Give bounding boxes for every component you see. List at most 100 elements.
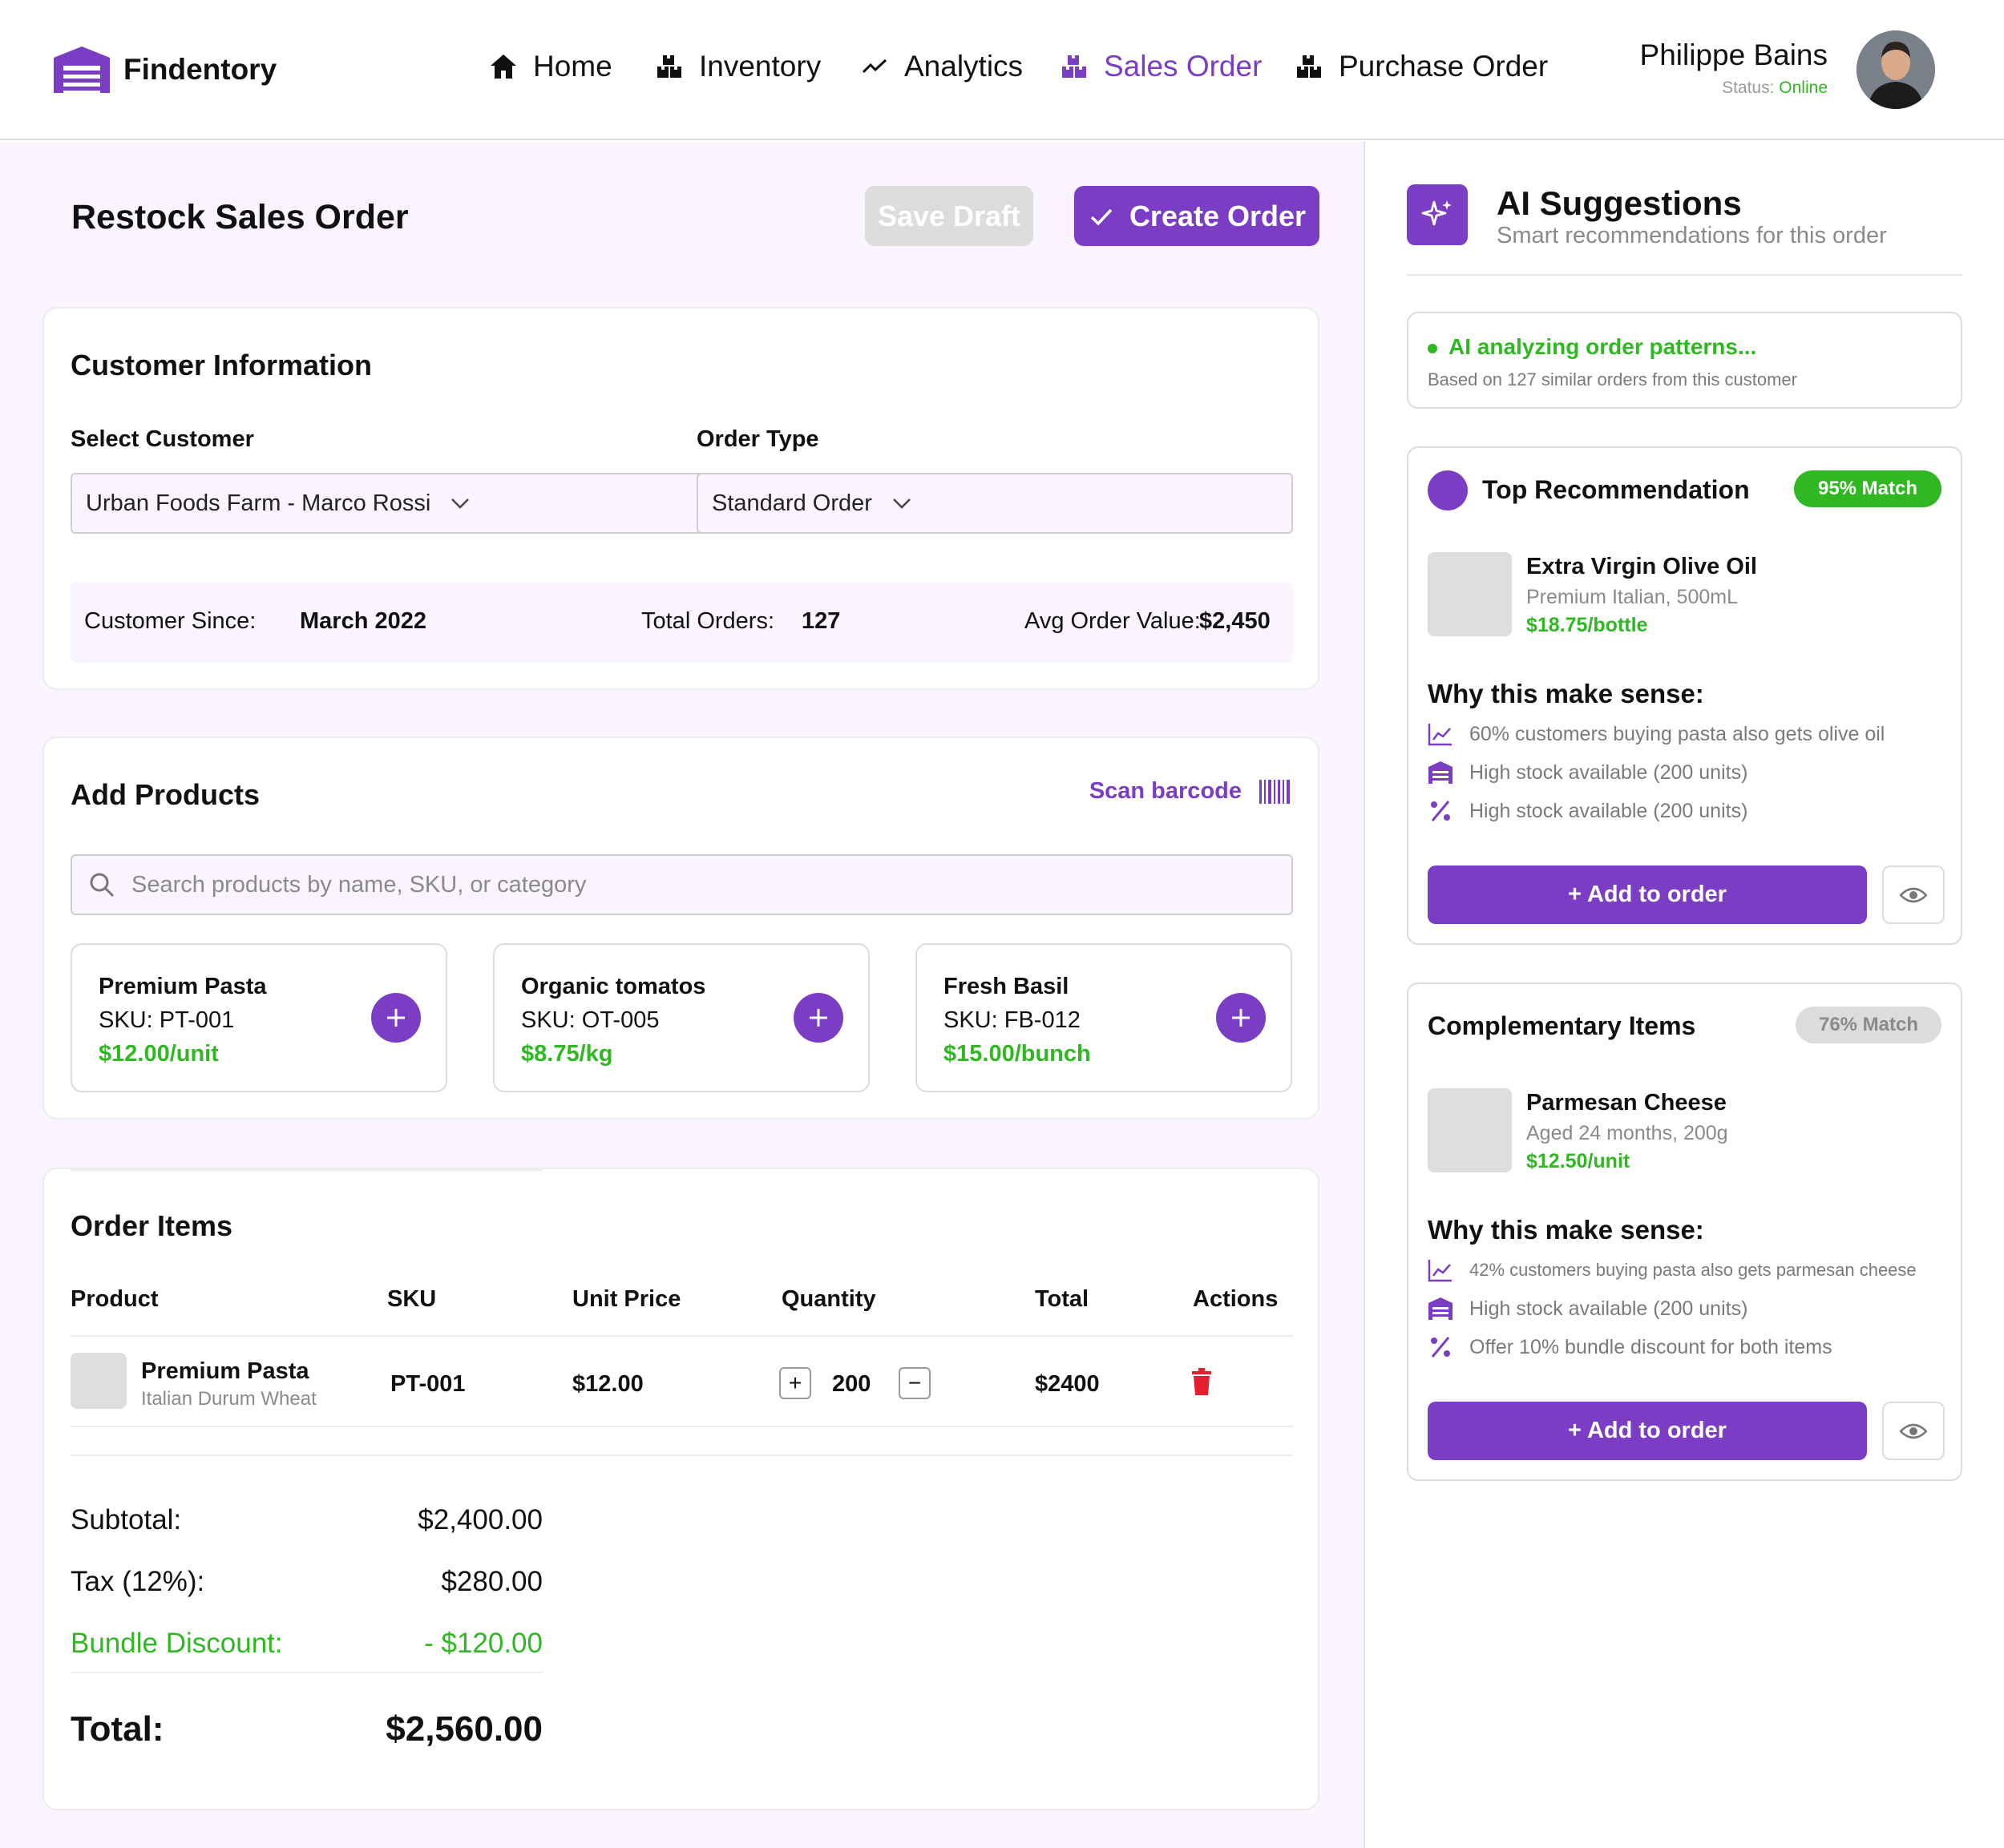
nav-purchase-order[interactable]: Purchase Order bbox=[1295, 50, 1548, 83]
create-order-button[interactable]: Create Order bbox=[1074, 186, 1319, 246]
order-items-title: Order Items bbox=[71, 1209, 233, 1242]
rec-product-desc: Aged 24 months, 200g bbox=[1526, 1122, 1728, 1144]
avg-order-label: Avg Order Value: bbox=[1024, 608, 1201, 634]
ai-sparkle-badge bbox=[1407, 184, 1468, 245]
product-search-input[interactable]: Search products by name, SKU, or categor… bbox=[71, 854, 1293, 915]
product-card[interactable]: Premium Pasta SKU: PT-001 $12.00/unit bbox=[71, 943, 447, 1092]
avg-order-value: $2,450 bbox=[1199, 608, 1271, 634]
barcode-icon bbox=[1259, 779, 1290, 804]
save-draft-button[interactable]: Save Draft bbox=[865, 186, 1033, 246]
avatar[interactable] bbox=[1857, 30, 1935, 109]
add-product-button[interactable] bbox=[371, 993, 421, 1043]
add-product-button[interactable] bbox=[794, 993, 843, 1043]
percent-icon bbox=[1431, 801, 1450, 821]
chart-icon bbox=[1428, 724, 1452, 746]
chevron-down-icon bbox=[451, 498, 470, 509]
subtotal-value: $2,400.00 bbox=[418, 1504, 543, 1535]
add-product-button[interactable] bbox=[1216, 993, 1266, 1043]
table-divider bbox=[71, 1426, 1293, 1427]
nav-analytics[interactable]: Analytics bbox=[861, 50, 1023, 83]
reason-item: High stock available (200 units) bbox=[1428, 1297, 1747, 1321]
row-product-desc: Italian Durum Wheat bbox=[141, 1388, 317, 1410]
add-to-order-button[interactable]: + Add to order bbox=[1428, 865, 1867, 924]
customer-info-card: Customer Information Select Customer Urb… bbox=[42, 307, 1319, 690]
product-card[interactable]: Organic tomatos SKU: OT-005 $8.75/kg bbox=[493, 943, 870, 1092]
boxes-icon bbox=[657, 55, 681, 78]
reason-text: 60% customers buying pasta also gets oli… bbox=[1469, 722, 1885, 745]
tax-label: Tax (12%): bbox=[71, 1566, 205, 1597]
ai-divider bbox=[1407, 274, 1962, 276]
order-items-card: Order Items Product SKU Unit Price Quant… bbox=[42, 1168, 1319, 1810]
delete-row-button[interactable] bbox=[1190, 1368, 1213, 1399]
page-title: Restock Sales Order bbox=[71, 198, 409, 236]
ai-status-sub: Based on 127 similar orders from this cu… bbox=[1428, 369, 1797, 389]
nav-sales-order-label: Sales Order bbox=[1104, 50, 1263, 83]
product-price: $15.00/bunch bbox=[943, 1041, 1091, 1067]
rec-product-price: $12.50/unit bbox=[1526, 1150, 1630, 1172]
customer-info-title: Customer Information bbox=[71, 349, 373, 381]
total-label: Total: bbox=[71, 1709, 164, 1749]
customer-select[interactable]: Urban Foods Farm - Marco Rossi bbox=[71, 473, 721, 534]
total-orders-value: 127 bbox=[802, 608, 841, 634]
why-heading: Why this make sense: bbox=[1428, 679, 1704, 708]
product-thumbnail bbox=[1428, 1088, 1512, 1172]
col-quantity: Quantity bbox=[782, 1286, 876, 1312]
percent-icon bbox=[1431, 1337, 1450, 1358]
user-info[interactable]: Philippe Bains Status: Online bbox=[1640, 38, 1828, 98]
nav-analytics-label: Analytics bbox=[904, 50, 1024, 83]
order-type-value: Standard Order bbox=[712, 490, 872, 516]
status-value: Online bbox=[1779, 79, 1828, 97]
check-icon bbox=[1090, 208, 1113, 226]
reason-item: 42% customers buying pasta also gets par… bbox=[1428, 1258, 1917, 1282]
product-card[interactable]: Fresh Basil SKU: FB-012 $15.00/bunch bbox=[915, 943, 1292, 1092]
warehouse-icon bbox=[54, 46, 110, 93]
add-products-card: Add Products Scan barcode Search product… bbox=[42, 736, 1319, 1120]
sparkle-icon bbox=[1421, 200, 1452, 226]
rec-product-desc: Premium Italian, 500mL bbox=[1526, 586, 1739, 608]
search-placeholder: Search products by name, SKU, or categor… bbox=[131, 871, 587, 898]
nav-inventory[interactable]: Inventory bbox=[656, 50, 821, 83]
top-recommendation-title: Top Recommendation bbox=[1482, 475, 1750, 504]
rec-product-name: Extra Virgin Olive Oil bbox=[1526, 554, 1757, 579]
rec-product-price: $18.75/bottle bbox=[1526, 614, 1648, 636]
add-products-title: Add Products bbox=[71, 778, 261, 811]
preview-button[interactable] bbox=[1882, 1402, 1945, 1460]
app-name: Findentory bbox=[123, 53, 277, 86]
product-price: $8.75/kg bbox=[521, 1041, 613, 1067]
row-sku: PT-001 bbox=[390, 1371, 466, 1397]
col-product: Product bbox=[71, 1286, 159, 1312]
nav-home[interactable]: Home bbox=[490, 50, 612, 83]
col-actions: Actions bbox=[1193, 1286, 1279, 1312]
tax-value: $280.00 bbox=[441, 1566, 543, 1597]
warehouse-icon bbox=[1428, 761, 1452, 784]
order-type-select[interactable]: Standard Order bbox=[697, 473, 1293, 534]
quantity-increase-button[interactable]: + bbox=[779, 1367, 811, 1399]
nav-sales-order[interactable]: Sales Order bbox=[1061, 50, 1262, 83]
ai-status-title: AI analyzing order patterns... bbox=[1428, 334, 1756, 360]
add-to-order-button[interactable]: + Add to order bbox=[1428, 1402, 1867, 1460]
plus-icon bbox=[1232, 1009, 1250, 1027]
home-icon bbox=[491, 54, 516, 79]
preview-button[interactable] bbox=[1882, 865, 1945, 924]
ai-suggestions-title: AI Suggestions bbox=[1497, 184, 1742, 222]
search-icon bbox=[90, 873, 115, 898]
quantity-decrease-button[interactable]: − bbox=[899, 1367, 931, 1399]
trash-icon bbox=[1192, 1368, 1211, 1395]
summary-divider bbox=[71, 1672, 543, 1673]
plus-icon bbox=[810, 1009, 827, 1027]
discount-label: Bundle Discount: bbox=[71, 1628, 283, 1659]
col-total: Total bbox=[1035, 1286, 1089, 1312]
product-price: $12.00/unit bbox=[99, 1041, 219, 1067]
top-recommendation-card: Top Recommendation 95% Match Extra Virgi… bbox=[1407, 446, 1962, 945]
row-total: $2400 bbox=[1035, 1371, 1100, 1397]
select-customer-label: Select Customer bbox=[71, 426, 254, 452]
plus-icon bbox=[387, 1009, 405, 1027]
reason-text: High stock available (200 units) bbox=[1469, 799, 1748, 822]
scan-barcode-button[interactable]: Scan barcode bbox=[1089, 778, 1291, 805]
customer-select-value: Urban Foods Farm - Marco Rossi bbox=[86, 490, 431, 516]
chevron-down-icon bbox=[893, 498, 911, 509]
logo[interactable]: Findentory bbox=[54, 46, 277, 93]
product-name: Premium Pasta bbox=[99, 974, 267, 999]
eye-icon bbox=[1900, 887, 1927, 902]
reason-text: 42% customers buying pasta also gets par… bbox=[1469, 1260, 1917, 1280]
